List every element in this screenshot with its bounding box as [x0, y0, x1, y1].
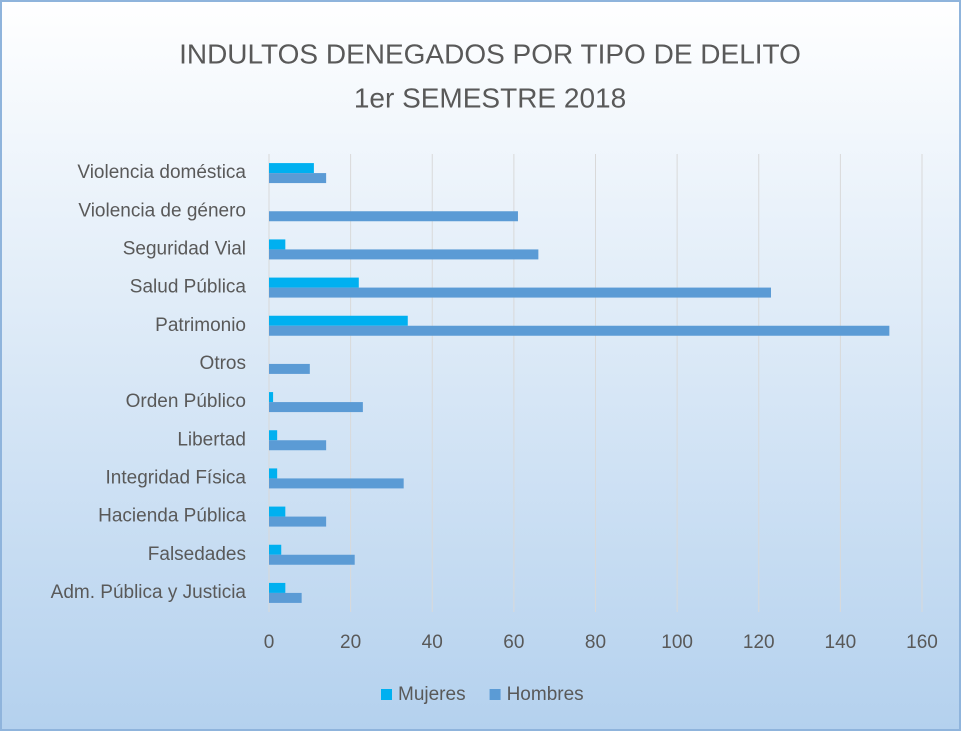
bar — [269, 582, 286, 593]
x-tick-label: 20 — [340, 632, 361, 653]
legend-label: Hombres — [507, 684, 584, 705]
bar — [269, 402, 363, 413]
y-tick-label: Hacienda Pública — [98, 506, 246, 527]
bar — [269, 249, 539, 260]
bar — [269, 516, 327, 527]
bar — [269, 211, 518, 222]
bar — [269, 440, 327, 451]
bar — [269, 277, 359, 288]
bar — [269, 430, 278, 441]
legend-label: Mujeres — [398, 684, 466, 705]
bar — [269, 468, 278, 479]
y-tick-label: Violencia de género — [78, 200, 246, 221]
y-tick-label: Violencia doméstica — [77, 162, 246, 183]
bar — [269, 287, 771, 298]
bar — [269, 315, 408, 326]
bar — [269, 554, 355, 565]
bar — [269, 173, 327, 184]
x-tick-label: 100 — [661, 632, 693, 653]
x-tick-label: 40 — [422, 632, 443, 653]
bar — [269, 239, 286, 250]
bar — [269, 163, 314, 174]
legend-swatch — [489, 689, 501, 700]
x-tick-label: 120 — [743, 632, 775, 653]
y-tick-label: Orden Público — [126, 391, 246, 412]
bar — [269, 478, 404, 489]
bar — [269, 506, 286, 517]
chart-title: INDULTOS DENEGADOS POR TIPO DE DELITO — [179, 38, 801, 69]
y-tick-label: Adm. Pública y Justicia — [51, 582, 247, 603]
y-tick-label: Salud Pública — [130, 277, 247, 298]
bar — [269, 592, 302, 603]
bar — [269, 325, 890, 336]
y-tick-label: Falsedades — [148, 544, 246, 565]
y-tick-label: Libertad — [177, 429, 246, 450]
y-tick-label: Patrimonio — [155, 315, 246, 336]
bar — [269, 544, 282, 555]
y-tick-label: Integridad Física — [106, 467, 247, 488]
x-tick-label: 160 — [906, 632, 938, 653]
bar — [269, 363, 310, 374]
bar — [269, 392, 274, 403]
x-tick-label: 80 — [585, 632, 606, 653]
chart-subtitle: 1er SEMESTRE 2018 — [354, 82, 626, 113]
y-tick-label: Seguridad Vial — [123, 238, 246, 259]
y-tick-label: Otros — [200, 353, 246, 374]
x-tick-label: 140 — [825, 632, 857, 653]
legend-swatch — [381, 689, 392, 700]
x-tick-label: 0 — [264, 632, 275, 653]
x-tick-label: 60 — [503, 632, 524, 653]
